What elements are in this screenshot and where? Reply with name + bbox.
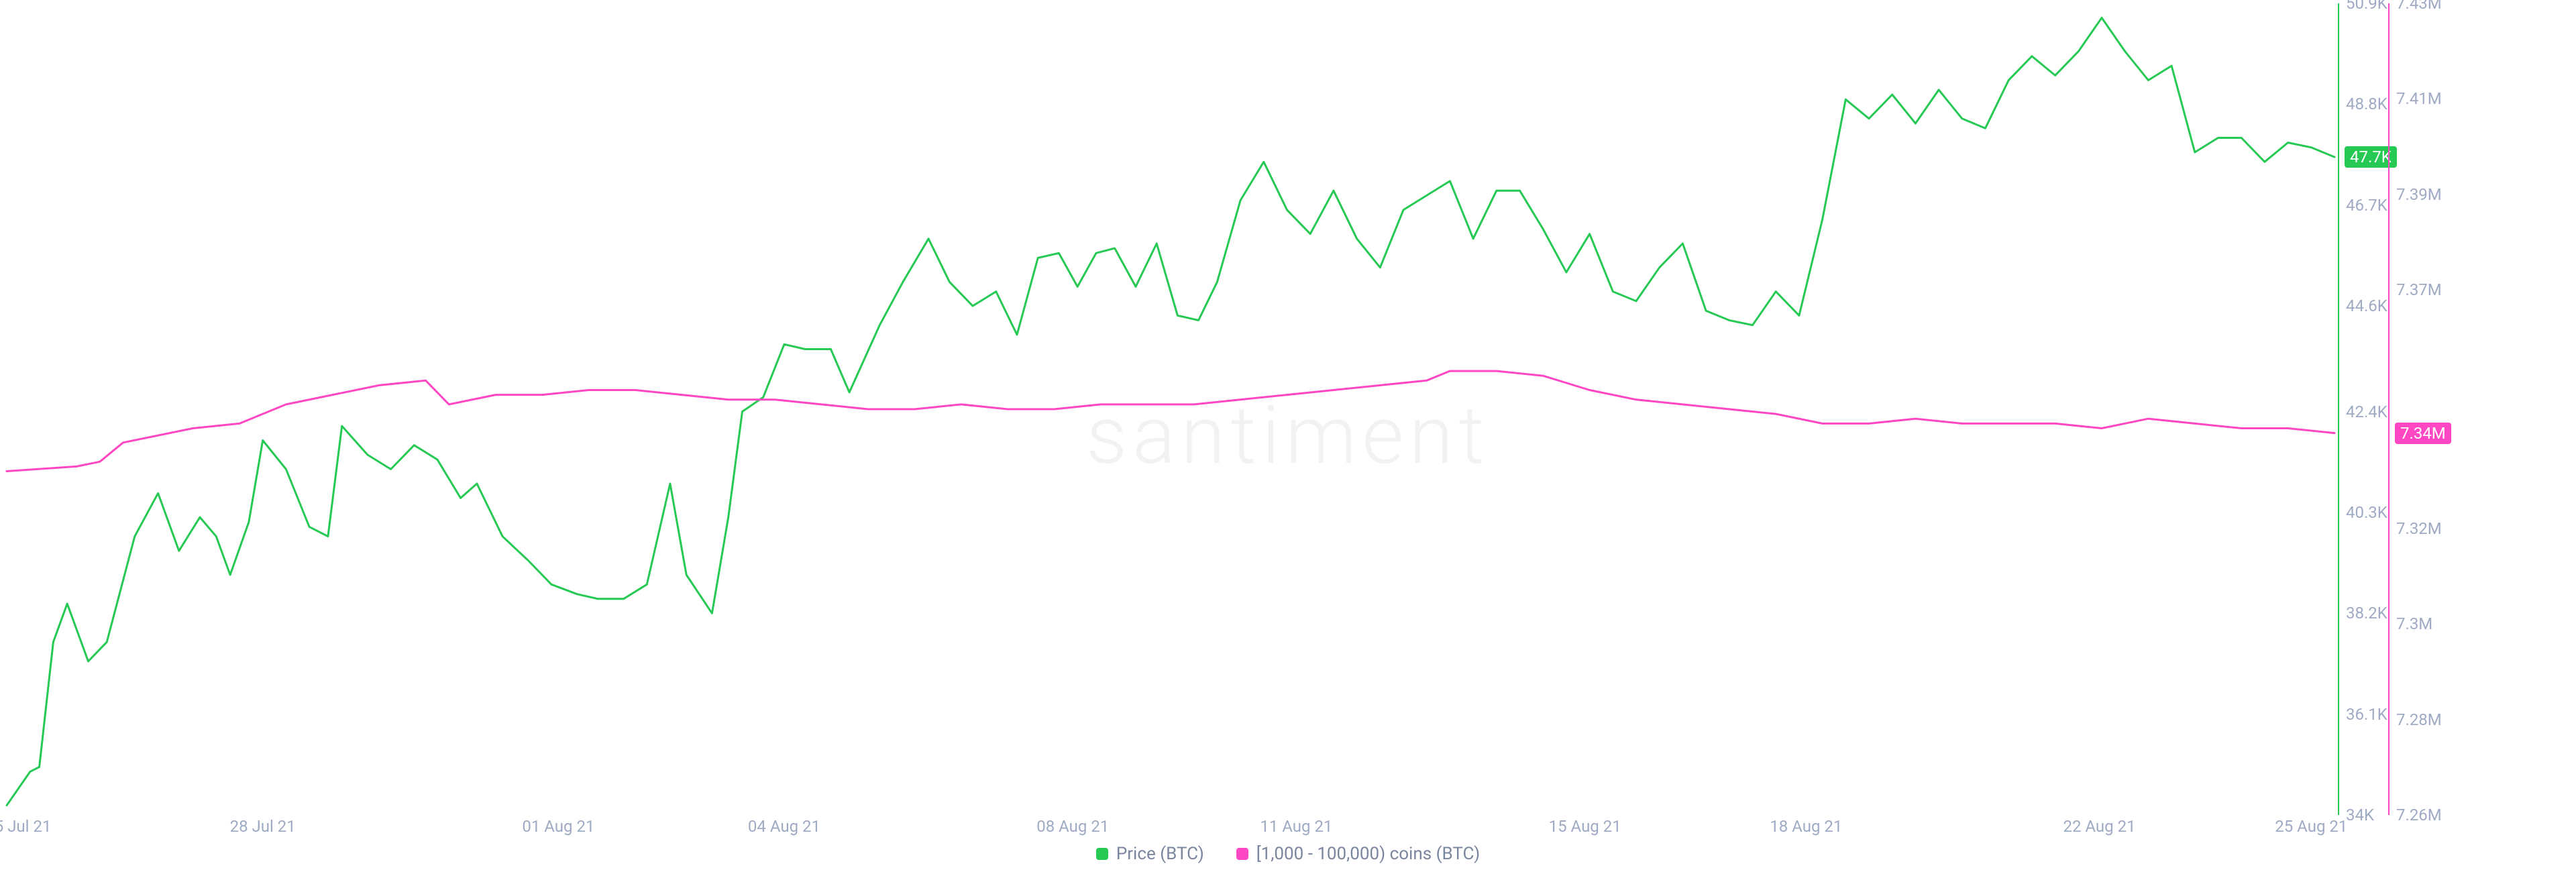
legend-swatch — [1236, 848, 1248, 860]
chart-container: santiment 34K36.1K38.2K40.3K42.4K44.6K46… — [0, 0, 2576, 872]
y-right-tick: 7.3M — [2396, 614, 2432, 633]
y-left-tick: 40.3K — [2346, 503, 2387, 522]
x-axis: 25 Jul 2128 Jul 2101 Aug 2104 Aug 2108 A… — [7, 817, 2334, 837]
series-whales — [7, 371, 2334, 471]
y-axis-right-line — [2388, 3, 2390, 815]
x-tick: 08 Aug 21 — [1036, 817, 1109, 836]
x-tick: 18 Aug 21 — [1770, 817, 1842, 836]
y-left-tick: 34K — [2346, 806, 2374, 824]
y-left-tick: 36.1K — [2346, 705, 2387, 724]
y-left-tick: 48.8K — [2346, 95, 2387, 113]
x-tick: 28 Jul 21 — [230, 817, 296, 836]
legend-item-price[interactable]: Price (BTC) — [1096, 844, 1204, 864]
y-right-tick: 7.41M — [2396, 89, 2442, 108]
y-right-tick: 7.26M — [2396, 806, 2442, 824]
y-right-tick: 7.43M — [2396, 0, 2442, 13]
y-axis-right: 7.26M7.28M7.3M7.32M7.34M7.37M7.39M7.41M7… — [2388, 3, 2442, 815]
y-left-tick: 42.4K — [2346, 402, 2387, 421]
x-tick: 25 Aug 21 — [2275, 817, 2347, 836]
x-tick: 25 Jul 21 — [0, 817, 51, 836]
x-tick: 15 Aug 21 — [1549, 817, 1621, 836]
x-tick: 22 Aug 21 — [2063, 817, 2135, 836]
legend-swatch — [1096, 848, 1108, 860]
y-left-tick: 38.2K — [2346, 604, 2387, 622]
series-price — [7, 18, 2334, 806]
y-right-tick: 7.28M — [2396, 710, 2442, 729]
y-right-tick: 7.37M — [2396, 280, 2442, 299]
y-right-tick: 7.39M — [2396, 185, 2442, 204]
y-right-tick: 7.32M — [2396, 519, 2442, 538]
y-axis-left: 34K36.1K38.2K40.3K42.4K44.6K46.7K48.8K50… — [2338, 3, 2385, 815]
legend-label: [1,000 - 100,000) coins (BTC) — [1256, 844, 1480, 864]
y-left-tick: 50.9K — [2346, 0, 2387, 13]
x-tick: 11 Aug 21 — [1260, 817, 1332, 836]
y-left-tick: 44.6K — [2346, 296, 2387, 315]
legend-item-whales[interactable]: [1,000 - 100,000) coins (BTC) — [1236, 844, 1480, 864]
plot-area — [7, 3, 2334, 815]
y-right-current-badge: 7.34M — [2395, 423, 2451, 444]
legend: Price (BTC) [1,000 - 100,000) coins (BTC) — [0, 844, 2576, 864]
x-tick: 04 Aug 21 — [748, 817, 820, 836]
plot-svg — [7, 3, 2334, 815]
x-tick: 01 Aug 21 — [522, 817, 594, 836]
y-left-tick: 46.7K — [2346, 196, 2387, 215]
y-axis-left-line — [2338, 3, 2339, 815]
legend-label: Price (BTC) — [1116, 844, 1204, 864]
